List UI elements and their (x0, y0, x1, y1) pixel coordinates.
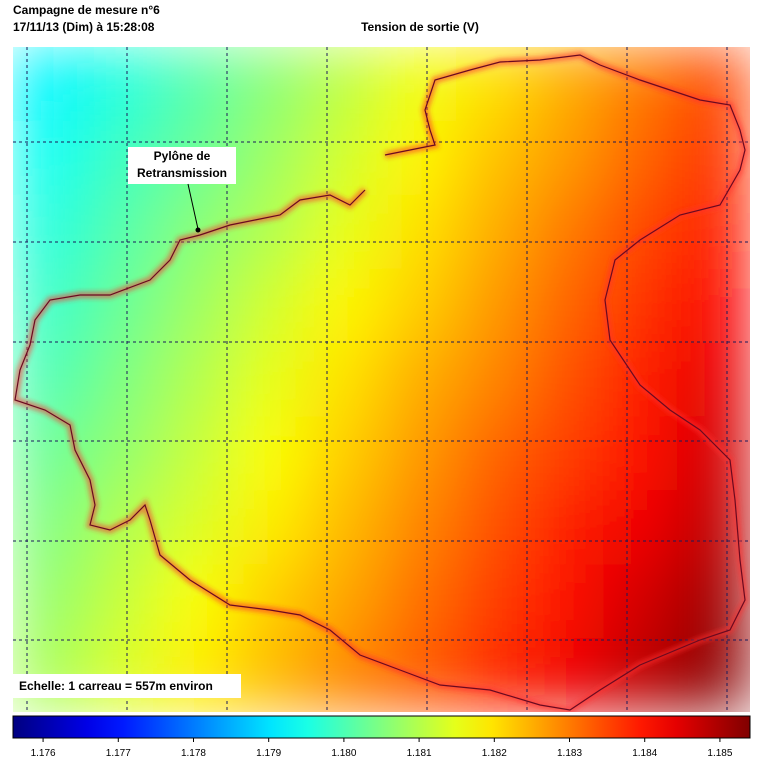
colorbar-tick-label: 1.180 (331, 748, 356, 759)
heatmap-cell (602, 564, 677, 639)
heatmap-cell (307, 638, 382, 712)
heatmap-cell (455, 268, 530, 344)
colorbar-tick-label: 1.176 (31, 748, 56, 759)
heatmap-cell (86, 564, 161, 639)
heatmap-cell (602, 638, 677, 712)
heatmap-cell (602, 490, 677, 565)
heatmap-cell (307, 416, 382, 491)
heatmap-cell (234, 47, 309, 122)
colorbar-tick-label: 1.184 (632, 748, 657, 759)
colorbar-tick-label: 1.181 (407, 748, 432, 759)
colorbar-title: Tension de sortie (V) (361, 20, 479, 34)
heatmap-cell (234, 268, 309, 344)
heatmap-cell (160, 268, 235, 344)
heatmap-cells (13, 47, 750, 712)
heatmap-cell (528, 564, 604, 639)
heatmap-cell (234, 120, 309, 196)
route (13, 51, 749, 712)
heatmap-cell (307, 268, 382, 344)
heatmap-cell (455, 416, 530, 491)
heatmap-cell (676, 416, 750, 491)
heatmap-cell (86, 416, 161, 491)
colorbar-tick-label: 1.185 (707, 748, 732, 759)
heatmap-cell (86, 47, 161, 122)
heatmap-cell (381, 194, 456, 270)
heatmap-cell (602, 47, 677, 122)
heatmap-cell (528, 416, 604, 491)
heatmap-cell (307, 490, 382, 565)
heatmap-cell (528, 194, 604, 270)
heatmap-cell (381, 120, 456, 196)
heatmap-cell (160, 342, 235, 417)
heatmap-cell (13, 490, 88, 565)
colorbar-ticks: 1.176 1.177 1.178 1.179 1.180 1.181 1.182 1.183… (31, 738, 733, 759)
heatmap-cell (160, 416, 235, 491)
heatmap-cell (160, 490, 235, 565)
heatmap-cell (234, 416, 309, 491)
heatmap-cell (455, 194, 530, 270)
route-line (14, 54, 746, 711)
heatmap-cell (676, 342, 750, 417)
heatmap-cell (307, 194, 382, 270)
heatmap-cell (528, 268, 604, 344)
chart-title: Campagne de mesure n°6 (13, 3, 160, 17)
heatmap-cell (13, 564, 88, 639)
heatmap-cell (160, 47, 235, 122)
colorbar-tick-label: 1.179 (256, 748, 281, 759)
heatmap-cell (234, 564, 309, 639)
heatmap-cell (13, 47, 88, 122)
heatmap-cell (602, 268, 677, 344)
heatmap-cell (528, 638, 604, 712)
heatmap-cell (234, 638, 309, 712)
chart-subtitle: 17/11/13 (Dim) à 15:28:08 (13, 20, 155, 34)
heatmap-cell (307, 342, 382, 417)
heatmap-cell (307, 47, 382, 122)
heatmap-cell (234, 490, 309, 565)
heatmap-cell (234, 342, 309, 417)
heatmap-cell (455, 120, 530, 196)
heatmap-cell (86, 194, 161, 270)
colorbar (12, 715, 751, 739)
heatmap-cell (381, 268, 456, 344)
heatmap-cell (676, 638, 750, 712)
heatmap-cell (676, 268, 750, 344)
heatmap-cell (676, 47, 750, 122)
heatmap (13, 47, 750, 712)
heatmap-cell (13, 194, 88, 270)
heatmap-cell (381, 564, 456, 639)
annotation-box (128, 147, 236, 184)
heatmap-cell (86, 342, 161, 417)
heatmap-cell (381, 416, 456, 491)
annotation: Retransmission (137, 166, 227, 180)
colorbar-tick-label: 1.177 (106, 748, 131, 759)
scale-note: Echelle: 1 carreau = 557m environ (19, 679, 213, 693)
heatmap-cell (455, 490, 530, 565)
heatmap-cell (602, 120, 677, 196)
colorbar-tick-label: 1.182 (482, 748, 507, 759)
heatmap-cell (13, 120, 88, 196)
heatmap-cell (381, 47, 456, 122)
heatmap-cell (455, 342, 530, 417)
heatmap-cell (13, 268, 88, 344)
annotation-pointer (187, 183, 199, 230)
colorbar-tick-label: 1.183 (557, 748, 582, 759)
heatmap-cell (455, 564, 530, 639)
colorbar-tick-label: 1.178 (181, 748, 206, 759)
heatmap-cell (528, 342, 604, 417)
heatmap-cell (528, 120, 604, 196)
heatmap-cell (602, 416, 677, 491)
heatmap-cell (381, 342, 456, 417)
heatmap-cell (381, 490, 456, 565)
heatmap-cell (307, 120, 382, 196)
scale-box (13, 674, 241, 698)
heatmap-cell (528, 490, 604, 565)
annotation: Pylône de (154, 149, 211, 163)
heatmap-cell (676, 564, 750, 639)
pylon-marker (195, 227, 201, 233)
